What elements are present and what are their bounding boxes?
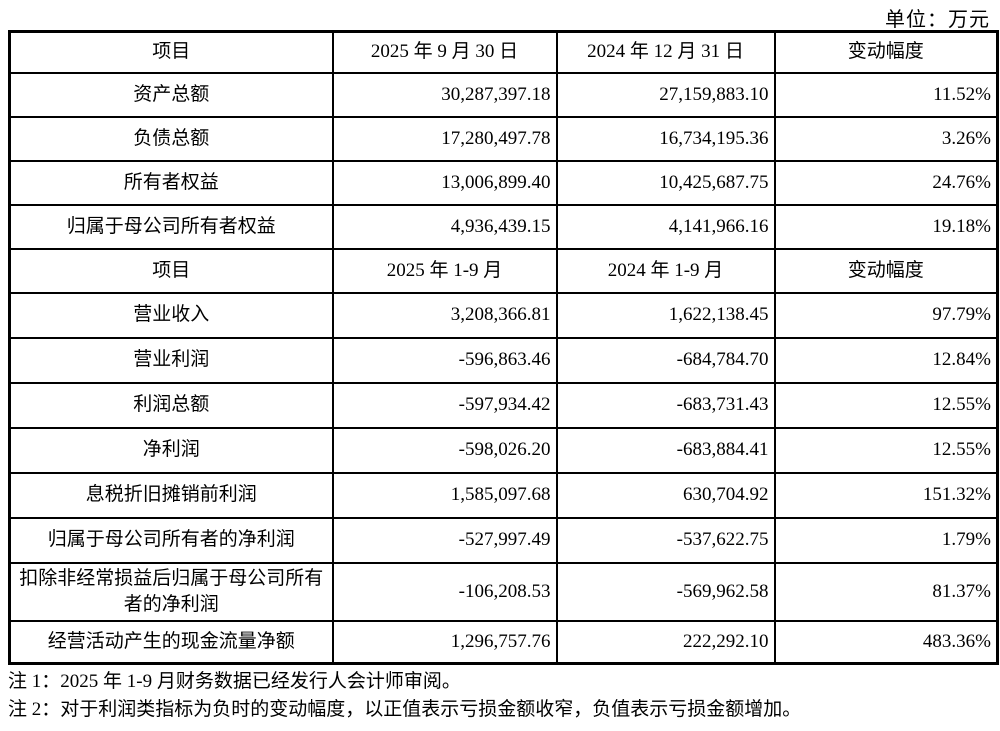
row-label: 归属于母公司所有者的净利润 — [8, 516, 334, 564]
value-prior: 222,292.10 — [555, 619, 776, 665]
value-prior: 16,734,195.36 — [555, 115, 776, 162]
row-label: 息税折旧摊销前利润 — [8, 471, 334, 519]
value-prior: 1,622,138.45 — [555, 291, 776, 339]
value-current: -597,934.42 — [331, 381, 558, 429]
table-row: 营业收入 3,208,366.81 1,622,138.45 97.79% — [8, 291, 999, 339]
row-label: 所有者权益 — [8, 159, 334, 206]
value-prior: -683,884.41 — [555, 426, 776, 474]
value-change: 483.36% — [773, 619, 999, 665]
unit-label: 单位：万元 — [885, 9, 990, 31]
value-change: 12.84% — [773, 336, 999, 384]
row-label: 净利润 — [8, 426, 334, 474]
row-label: 营业利润 — [8, 336, 334, 384]
value-prior: -684,784.70 — [555, 336, 776, 384]
table-row: 归属于母公司所有者的净利润 -527,997.49 -537,622.75 1.… — [8, 516, 999, 564]
header-change: 变动幅度 — [773, 247, 999, 294]
value-prior: 630,704.92 — [555, 471, 776, 519]
table-row: 扣除非经常损益后归属于母公司所有者的净利润 -106,208.53 -569,9… — [8, 561, 999, 622]
header-current: 2025 年 1-9 月 — [331, 247, 558, 294]
value-prior: -537,622.75 — [555, 516, 776, 564]
value-prior: 10,425,687.75 — [555, 159, 776, 206]
section1-header-row: 项目 2025 年 9 月 30 日 2024 年 12 月 31 日 变动幅度 — [8, 30, 999, 74]
value-current: 3,208,366.81 — [331, 291, 558, 339]
value-change: 11.52% — [773, 71, 999, 118]
header-item: 项目 — [8, 247, 334, 294]
value-current: -598,026.20 — [331, 426, 558, 474]
header-prior: 2024 年 1-9 月 — [555, 247, 776, 294]
table-row: 归属于母公司所有者权益 4,936,439.15 4,141,966.16 19… — [8, 203, 999, 250]
row-label: 营业收入 — [8, 291, 334, 339]
row-label: 利润总额 — [8, 381, 334, 429]
header-change: 变动幅度 — [773, 30, 999, 74]
value-current: 13,006,899.40 — [331, 159, 558, 206]
value-prior: 4,141,966.16 — [555, 203, 776, 250]
value-current: 4,936,439.15 — [331, 203, 558, 250]
value-change: 12.55% — [773, 426, 999, 474]
value-current: 17,280,497.78 — [331, 115, 558, 162]
value-current: 1,585,097.68 — [331, 471, 558, 519]
value-current: -527,997.49 — [331, 516, 558, 564]
value-change: 81.37% — [773, 561, 999, 622]
value-prior: -569,962.58 — [555, 561, 776, 622]
header-current: 2025 年 9 月 30 日 — [331, 30, 558, 74]
row-label: 归属于母公司所有者权益 — [8, 203, 334, 250]
value-current: -106,208.53 — [331, 561, 558, 622]
note-2: 注 2：对于利润类指标为负时的变动幅度，以正值表示亏损金额收窄，负值表示亏损金额… — [8, 699, 802, 720]
footnotes: 注 1：2025 年 1-9 月财务数据已经发行人会计师审阅。 注 2：对于利润… — [8, 668, 801, 724]
header-item: 项目 — [8, 30, 334, 74]
table-row: 所有者权益 13,006,899.40 10,425,687.75 24.76% — [8, 159, 999, 206]
row-label: 经营活动产生的现金流量净额 — [8, 619, 334, 665]
table-row: 营业利润 -596,863.46 -684,784.70 12.84% — [8, 336, 999, 384]
table-row: 净利润 -598,026.20 -683,884.41 12.55% — [8, 426, 999, 474]
table-row: 资产总额 30,287,397.18 27,159,883.10 11.52% — [8, 71, 999, 118]
note-1: 注 1：2025 年 1-9 月财务数据已经发行人会计师审阅。 — [8, 671, 461, 692]
financial-summary-table: 项目 2025 年 9 月 30 日 2024 年 12 月 31 日 变动幅度… — [8, 30, 999, 665]
value-change: 97.79% — [773, 291, 999, 339]
row-label: 资产总额 — [8, 71, 334, 118]
value-change: 19.18% — [773, 203, 999, 250]
table-row: 利润总额 -597,934.42 -683,731.43 12.55% — [8, 381, 999, 429]
row-label: 负债总额 — [8, 115, 334, 162]
row-label: 扣除非经常损益后归属于母公司所有者的净利润 — [8, 561, 334, 622]
value-change: 12.55% — [773, 381, 999, 429]
value-current: 1,296,757.76 — [331, 619, 558, 665]
value-change: 24.76% — [773, 159, 999, 206]
header-prior: 2024 年 12 月 31 日 — [555, 30, 776, 74]
table-row: 经营活动产生的现金流量净额 1,296,757.76 222,292.10 48… — [8, 619, 999, 665]
value-change: 3.26% — [773, 115, 999, 162]
value-change: 151.32% — [773, 471, 999, 519]
value-change: 1.79% — [773, 516, 999, 564]
table-row: 负债总额 17,280,497.78 16,734,195.36 3.26% — [8, 115, 999, 162]
value-prior: -683,731.43 — [555, 381, 776, 429]
value-current: -596,863.46 — [331, 336, 558, 384]
value-prior: 27,159,883.10 — [555, 71, 776, 118]
section2-header-row: 项目 2025 年 1-9 月 2024 年 1-9 月 变动幅度 — [8, 247, 999, 294]
value-current: 30,287,397.18 — [331, 71, 558, 118]
table-row: 息税折旧摊销前利润 1,585,097.68 630,704.92 151.32… — [8, 471, 999, 519]
